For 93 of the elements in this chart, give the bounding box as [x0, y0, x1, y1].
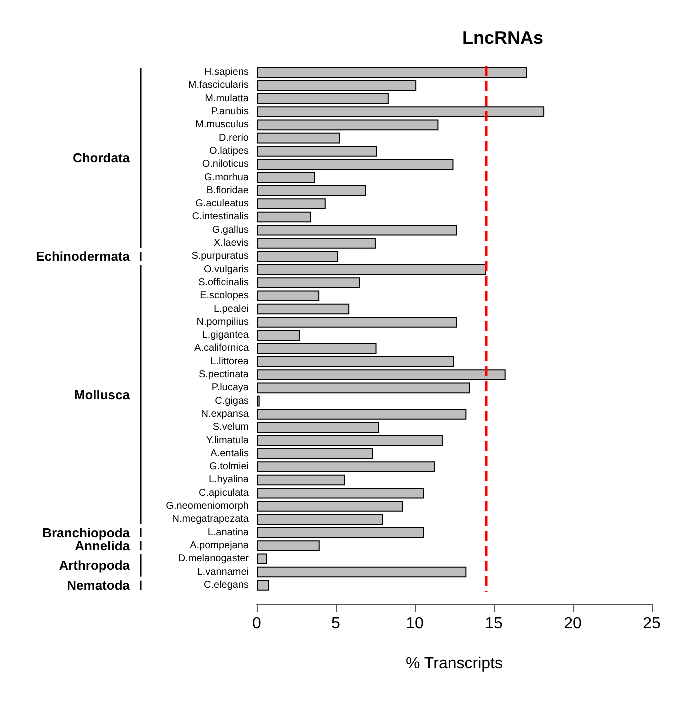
bar: [257, 356, 454, 368]
bar: [257, 93, 389, 104]
y-tick-label: S.velum: [212, 422, 249, 434]
y-tick-label: G.aculeatus: [196, 198, 249, 210]
y-tick-label: G.gallus: [212, 224, 249, 236]
y-tick-label: C.intestinalis: [192, 212, 249, 223]
y-tick-label: S.officinalis: [198, 277, 249, 288]
y-tick-label: C.gigas: [215, 396, 249, 407]
bar: [257, 251, 339, 262]
bar: [257, 514, 384, 526]
bar: [257, 146, 378, 157]
bar: [257, 580, 270, 591]
bar: [257, 343, 377, 354]
y-tick-label: M.mulatta: [205, 93, 250, 104]
y-tick-label: G.morhua: [204, 172, 250, 184]
bar: [257, 422, 380, 434]
bar: [257, 317, 458, 328]
bar: [257, 527, 424, 538]
bar: [257, 80, 417, 92]
bar: [257, 132, 340, 144]
bar: [257, 554, 268, 565]
y-tick-label: N.expansa: [201, 408, 250, 420]
y-tick-label: L.hyalina: [208, 474, 250, 486]
y-tick-label: S.pectinata: [198, 370, 250, 381]
y-tick-label: M.fascicularis: [188, 80, 249, 92]
bar: [257, 67, 528, 78]
y-tick-label: O.latipes: [210, 146, 249, 157]
y-tick-label: D.melanogaster: [178, 554, 250, 565]
bar: [257, 198, 326, 210]
y-tick-label: P.anubis: [211, 106, 249, 118]
bar: [257, 278, 360, 288]
bar: [257, 159, 454, 170]
bar: [257, 474, 346, 486]
y-tick-label: L.anatina: [208, 527, 250, 538]
y-tick-label: H.sapiens: [204, 67, 249, 78]
bar: [257, 488, 424, 499]
y-tick-label: B.floridae: [206, 185, 250, 196]
y-tick-label: L.vannamei: [197, 566, 249, 578]
bar: [257, 540, 320, 552]
x-tick-label: 20: [564, 616, 582, 632]
text: Mollusca: [74, 387, 131, 402]
bar: [257, 566, 467, 578]
y-tick-label: L.gigantea: [202, 330, 250, 342]
y-tick-label: N.pompilius: [196, 316, 249, 328]
y-tick-label: P.lucaya: [212, 382, 250, 394]
x-tick-label: 25: [643, 616, 661, 632]
text: Chordata: [72, 150, 131, 166]
y-tick-label: G.neomeniomorph: [166, 501, 249, 512]
bar: [257, 238, 376, 249]
bar: [257, 186, 366, 196]
text: Nematoda: [67, 578, 131, 593]
bar: [257, 330, 300, 341]
y-tick-label: A.californica: [194, 343, 250, 354]
bar: [257, 212, 312, 223]
bar: [257, 370, 506, 380]
bar: [257, 224, 458, 236]
bar: [257, 448, 374, 460]
y-tick-label: C.apiculata: [198, 488, 250, 499]
y-tick-label: L.pealei: [214, 304, 249, 315]
bar: [257, 264, 486, 276]
chart-title: LncRNAs: [462, 28, 544, 48]
x-tick-label: 5: [332, 616, 341, 632]
y-tick-label: E.scolopes: [200, 290, 249, 302]
y-tick-label: D.rerio: [218, 132, 250, 144]
text: Echinodermata: [36, 249, 131, 264]
text: Arthropoda: [59, 558, 131, 574]
bar: [257, 106, 545, 118]
y-tick-label: N.megatrapezata: [172, 514, 250, 526]
bar: [257, 409, 467, 420]
x-tick-label: 10: [406, 616, 424, 632]
x-axis-title: % Transcripts: [406, 656, 503, 672]
x-tick-label: 15: [485, 616, 503, 632]
bar: [257, 304, 350, 315]
bar: [257, 172, 316, 184]
y-tick-label: C.elegans: [204, 580, 249, 591]
y-tick-label: L.littorea: [210, 356, 250, 368]
y-tick-label: A.entalis: [210, 448, 249, 460]
y-tick-label: S.purpuratus: [192, 251, 249, 262]
y-tick-label: Y.limatula: [206, 435, 250, 446]
bar: [257, 462, 436, 472]
y-tick-label: G.tolmiei: [210, 462, 249, 473]
y-tick-label: X.laevis: [214, 238, 249, 250]
y-tick-label: O.vulgaris: [204, 264, 249, 276]
bar: [257, 435, 443, 446]
y-tick-label: M.musculus: [196, 120, 249, 131]
bar: [257, 382, 470, 394]
y-tick-label: A.pompejana: [190, 540, 250, 552]
y-tick-label: O.niloticus: [202, 159, 249, 170]
bar: [257, 120, 439, 131]
bar: [257, 501, 404, 512]
bar: [257, 290, 320, 302]
text: Branchiopoda: [42, 525, 131, 540]
x-tick-label: 0: [252, 616, 262, 632]
